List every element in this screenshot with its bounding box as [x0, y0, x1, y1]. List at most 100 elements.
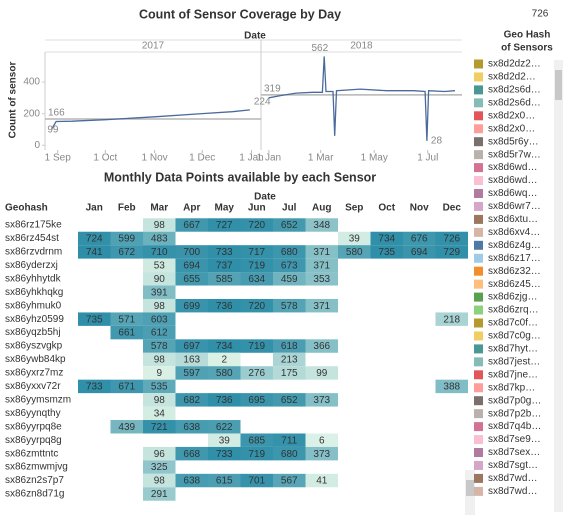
legend-label[interactable]: sx8d6wq…: [488, 188, 537, 199]
cell-value: 734: [378, 234, 395, 245]
legend-swatch[interactable]: [474, 473, 483, 483]
heat-cell: [143, 406, 176, 421]
legend-swatch[interactable]: [474, 189, 483, 198]
legend-label[interactable]: sx8d7jne…: [488, 369, 538, 380]
legend-swatch[interactable]: [474, 409, 483, 419]
legend-label[interactable]: sx8d6z32…: [488, 266, 541, 277]
legend-label[interactable]: sx8d6wd…: [488, 175, 537, 186]
legend-swatch[interactable]: [474, 370, 483, 380]
legend-label[interactable]: sx8d7wd…: [488, 486, 537, 497]
legend-swatch[interactable]: [474, 357, 483, 367]
legend-label[interactable]: sx8d7wd…: [488, 473, 537, 484]
legend-swatch[interactable]: [474, 383, 483, 393]
legend-swatch[interactable]: [474, 214, 483, 224]
cell-value: 733: [216, 449, 233, 460]
legend-swatch[interactable]: [474, 227, 483, 237]
legend-swatch[interactable]: [474, 344, 483, 354]
legend-label[interactable]: sx8d7kp…: [488, 382, 535, 393]
legend-label[interactable]: sx8d7hyt…: [488, 344, 538, 355]
column-label: Aug: [312, 203, 331, 214]
legend-scrollbar[interactable]: [554, 60, 563, 512]
legend-label[interactable]: sx8d6z4g…: [488, 240, 541, 251]
legend-swatch[interactable]: [474, 318, 483, 328]
heat-cell: [143, 473, 176, 488]
cell-value: 571: [118, 314, 135, 325]
legend-label[interactable]: sx8d2s6d…: [488, 85, 541, 96]
legend-swatch[interactable]: [474, 266, 483, 276]
cell-value: 373: [313, 395, 330, 406]
heat-cell: [143, 272, 176, 286]
legend-swatch[interactable]: [474, 460, 483, 470]
legend-swatch[interactable]: [474, 98, 483, 108]
legend-label[interactable]: sx8d5r7w…: [488, 149, 541, 160]
cell-value: 585: [216, 274, 233, 285]
legend-swatch[interactable]: [474, 435, 483, 445]
legend-swatch[interactable]: [474, 150, 483, 160]
heat-cell: [273, 473, 306, 488]
legend-swatch[interactable]: [474, 448, 483, 457]
line-x-header: Date: [244, 31, 266, 42]
legend-label[interactable]: sx8d6z17…: [488, 253, 541, 264]
legend-label[interactable]: sx8d2d2…: [488, 72, 536, 83]
legend-label[interactable]: sx8d7p2b…: [488, 408, 541, 419]
cell-value: 724: [86, 234, 103, 245]
heat-cell: [143, 379, 176, 394]
legend-label[interactable]: sx8d2s6d…: [488, 97, 541, 108]
legend-swatch[interactable]: [474, 292, 483, 302]
legend-label[interactable]: sx8d6xv4…: [488, 227, 540, 238]
legend-label[interactable]: sx8d6zrq…: [488, 305, 539, 316]
heat-cell: [143, 366, 176, 380]
heat-cell: [208, 245, 241, 259]
legend-label[interactable]: sx8d6wr7…: [488, 201, 541, 212]
cell-value: 727: [216, 220, 233, 231]
cell-value: 685: [248, 435, 265, 446]
legend-swatch[interactable]: [474, 253, 483, 263]
legend-swatch[interactable]: [474, 176, 483, 186]
legend-swatch[interactable]: [474, 124, 483, 134]
legend-swatch[interactable]: [474, 240, 483, 250]
cell-value: 483: [151, 234, 168, 245]
legend-swatch[interactable]: [474, 396, 483, 406]
legend-label[interactable]: sx8d7c0g…: [488, 331, 541, 342]
legend-label[interactable]: sx8d7c0f…: [488, 318, 538, 329]
legend-swatch[interactable]: [474, 279, 483, 289]
legend-label[interactable]: sx8d2dz2…: [488, 59, 541, 70]
legend-label[interactable]: sx8d6xtu…: [488, 214, 538, 225]
legend-label[interactable]: sx8d2x0…: [488, 110, 535, 121]
heat-cell: [175, 420, 208, 434]
legend-swatch[interactable]: [474, 137, 483, 147]
legend-label[interactable]: sx8d7se9…: [488, 434, 541, 445]
legend-label[interactable]: sx8d6zjg…: [488, 292, 537, 303]
cell-value: 597: [183, 368, 200, 379]
legend-label[interactable]: sx8d6z45…: [488, 279, 541, 290]
heatmap-scroll-thumb[interactable]: [466, 480, 474, 496]
legend-label[interactable]: sx8d7q4b…: [488, 421, 541, 432]
heat-cell: [78, 245, 111, 259]
cell-value: 736: [216, 395, 233, 406]
heat-cell: [403, 245, 436, 259]
legend-swatch[interactable]: [474, 486, 483, 496]
legend-label[interactable]: sx8d7jest…: [488, 356, 540, 367]
legend-swatch[interactable]: [474, 59, 483, 69]
cell-value: 676: [411, 234, 428, 245]
legend-swatch[interactable]: [474, 422, 483, 432]
legend-swatch[interactable]: [474, 72, 483, 82]
legend-label[interactable]: sx8d2x0…: [488, 123, 535, 134]
heat-cell: [208, 339, 241, 353]
legend-label[interactable]: sx8d7sgt…: [488, 460, 538, 471]
legend-swatch[interactable]: [474, 331, 483, 341]
legend-label[interactable]: sx8d6wd…: [488, 162, 537, 173]
legend-swatch[interactable]: [474, 305, 483, 315]
legend-label[interactable]: sx8d5r6y…: [488, 136, 539, 147]
column-label: Dec: [443, 203, 462, 214]
legend-scroll-thumb[interactable]: [555, 70, 562, 100]
cell-value: 99: [316, 368, 328, 379]
legend-swatch[interactable]: [474, 201, 483, 211]
legend-label[interactable]: sx8d7sex…: [488, 447, 540, 458]
heat-cell: [208, 272, 241, 286]
legend-swatch[interactable]: [474, 111, 483, 121]
legend-swatch[interactable]: [474, 163, 483, 173]
legend-swatch[interactable]: [474, 85, 483, 95]
legend-label[interactable]: sx8d7p0g…: [488, 395, 541, 406]
